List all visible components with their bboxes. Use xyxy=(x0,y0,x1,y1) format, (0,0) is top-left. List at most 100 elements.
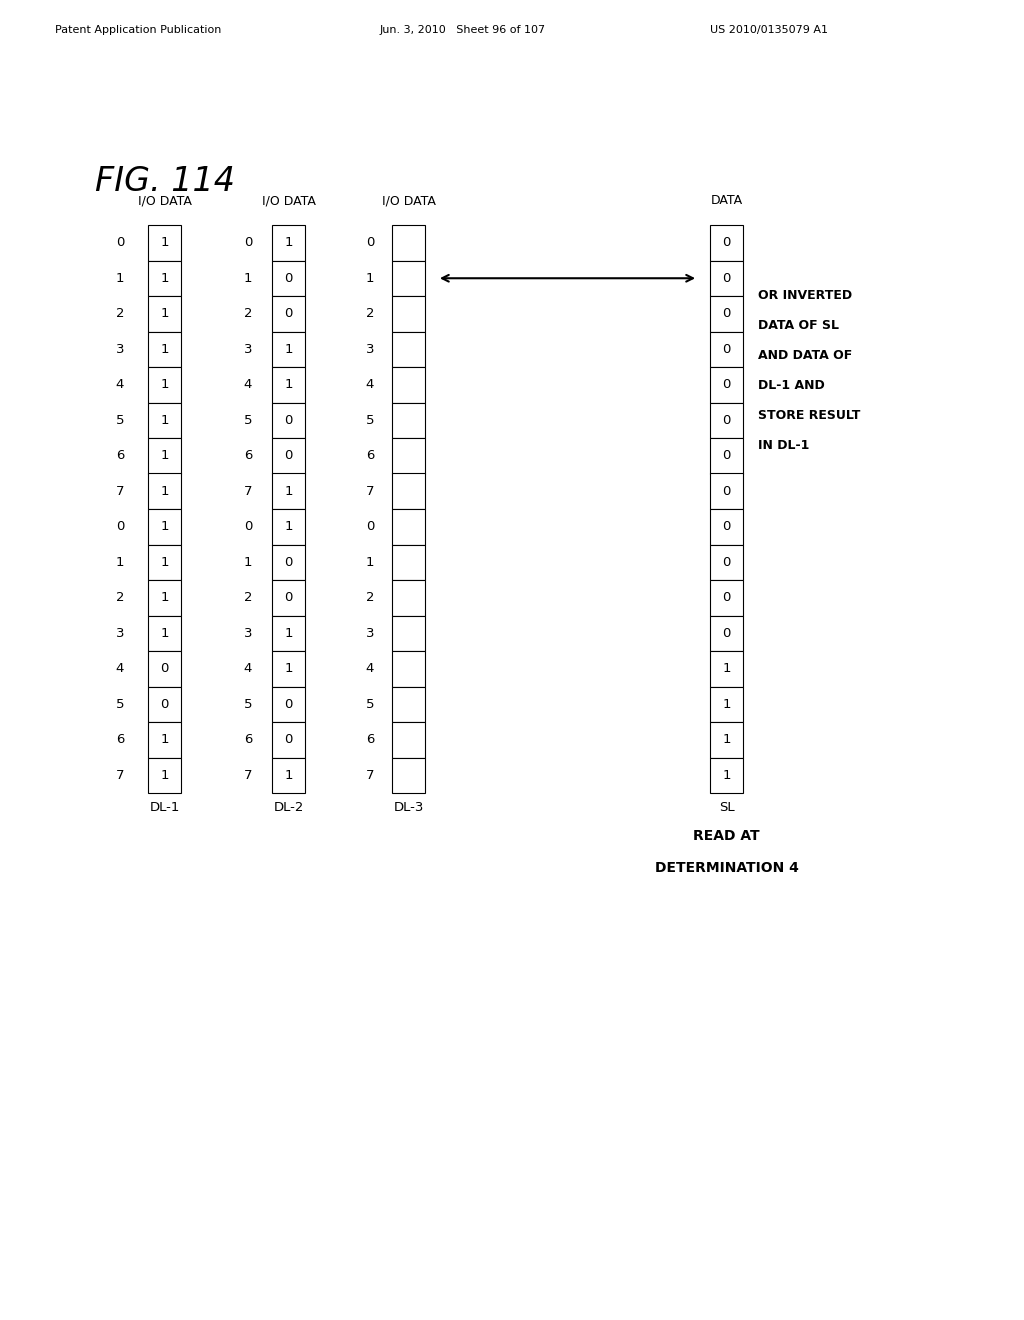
Bar xyxy=(392,579,425,615)
Text: 0: 0 xyxy=(285,308,293,321)
Bar xyxy=(710,331,743,367)
Bar xyxy=(148,579,181,615)
Text: IN DL-1: IN DL-1 xyxy=(758,438,809,451)
Text: 1: 1 xyxy=(244,556,252,569)
Bar xyxy=(148,438,181,474)
Text: 1: 1 xyxy=(366,272,374,285)
Text: 1: 1 xyxy=(722,663,731,676)
Text: 0: 0 xyxy=(285,413,293,426)
Text: 0: 0 xyxy=(722,449,731,462)
Bar xyxy=(272,474,305,510)
Text: 0: 0 xyxy=(285,591,293,605)
Bar xyxy=(148,615,181,651)
Text: DATA: DATA xyxy=(711,194,742,207)
Text: 1: 1 xyxy=(160,449,169,462)
Bar xyxy=(272,224,305,260)
Text: 0: 0 xyxy=(722,520,731,533)
Text: 0: 0 xyxy=(722,484,731,498)
Bar xyxy=(392,367,425,403)
Text: DETERMINATION 4: DETERMINATION 4 xyxy=(654,861,799,875)
Bar xyxy=(710,403,743,438)
Bar xyxy=(392,331,425,367)
Text: 0: 0 xyxy=(285,272,293,285)
Text: 1: 1 xyxy=(285,768,293,781)
Bar xyxy=(392,651,425,686)
Bar xyxy=(272,545,305,579)
Text: 2: 2 xyxy=(366,591,374,605)
Text: 0: 0 xyxy=(366,236,374,249)
Text: 1: 1 xyxy=(722,733,731,746)
Text: 7: 7 xyxy=(366,768,374,781)
Text: 1: 1 xyxy=(160,768,169,781)
Bar xyxy=(148,474,181,510)
Text: 2: 2 xyxy=(366,308,374,321)
Text: 0: 0 xyxy=(722,272,731,285)
Bar xyxy=(710,651,743,686)
Text: 7: 7 xyxy=(116,768,124,781)
Bar xyxy=(272,438,305,474)
Text: 3: 3 xyxy=(116,343,124,356)
Bar xyxy=(272,296,305,331)
Text: DL-1: DL-1 xyxy=(150,801,179,814)
Text: 3: 3 xyxy=(116,627,124,640)
Text: 4: 4 xyxy=(244,663,252,676)
Bar xyxy=(710,686,743,722)
Text: 5: 5 xyxy=(116,413,124,426)
Text: 1: 1 xyxy=(722,698,731,710)
Text: 1: 1 xyxy=(160,556,169,569)
Bar xyxy=(392,615,425,651)
Text: I/O DATA: I/O DATA xyxy=(382,194,435,207)
Bar xyxy=(148,260,181,296)
Text: 0: 0 xyxy=(116,236,124,249)
Text: 1: 1 xyxy=(244,272,252,285)
Text: 0: 0 xyxy=(722,343,731,356)
Bar xyxy=(272,758,305,793)
Text: 1: 1 xyxy=(285,663,293,676)
Bar xyxy=(710,545,743,579)
Text: READ AT: READ AT xyxy=(693,829,760,843)
Text: 0: 0 xyxy=(366,520,374,533)
Bar xyxy=(148,296,181,331)
Text: 0: 0 xyxy=(722,627,731,640)
Bar xyxy=(710,296,743,331)
Text: 1: 1 xyxy=(285,379,293,391)
Text: 4: 4 xyxy=(116,663,124,676)
Text: 1: 1 xyxy=(285,627,293,640)
Bar xyxy=(392,403,425,438)
Text: 1: 1 xyxy=(160,379,169,391)
Text: 3: 3 xyxy=(244,627,252,640)
Bar xyxy=(272,651,305,686)
Bar xyxy=(272,260,305,296)
Text: 1: 1 xyxy=(366,556,374,569)
Text: Patent Application Publication: Patent Application Publication xyxy=(55,25,221,36)
Bar xyxy=(392,474,425,510)
Text: 3: 3 xyxy=(366,627,374,640)
Bar xyxy=(148,758,181,793)
Text: 0: 0 xyxy=(722,236,731,249)
Text: DL-1 AND: DL-1 AND xyxy=(758,379,824,392)
Bar xyxy=(392,545,425,579)
Text: 5: 5 xyxy=(116,698,124,710)
Bar xyxy=(148,651,181,686)
Text: OR INVERTED: OR INVERTED xyxy=(758,289,852,302)
Bar xyxy=(272,367,305,403)
Text: I/O DATA: I/O DATA xyxy=(137,194,191,207)
Text: 2: 2 xyxy=(244,591,252,605)
Text: 6: 6 xyxy=(116,733,124,746)
Bar xyxy=(710,579,743,615)
Text: 5: 5 xyxy=(366,413,374,426)
Text: 1: 1 xyxy=(160,520,169,533)
Bar xyxy=(148,722,181,758)
Text: DL-3: DL-3 xyxy=(393,801,424,814)
Text: 0: 0 xyxy=(722,308,731,321)
Text: I/O DATA: I/O DATA xyxy=(261,194,315,207)
Text: 6: 6 xyxy=(244,449,252,462)
Text: 1: 1 xyxy=(285,343,293,356)
Bar xyxy=(148,331,181,367)
Text: DL-2: DL-2 xyxy=(273,801,304,814)
Bar xyxy=(272,403,305,438)
Text: 4: 4 xyxy=(366,663,374,676)
Text: STORE RESULT: STORE RESULT xyxy=(758,409,860,422)
Text: 0: 0 xyxy=(285,556,293,569)
Bar xyxy=(272,510,305,545)
